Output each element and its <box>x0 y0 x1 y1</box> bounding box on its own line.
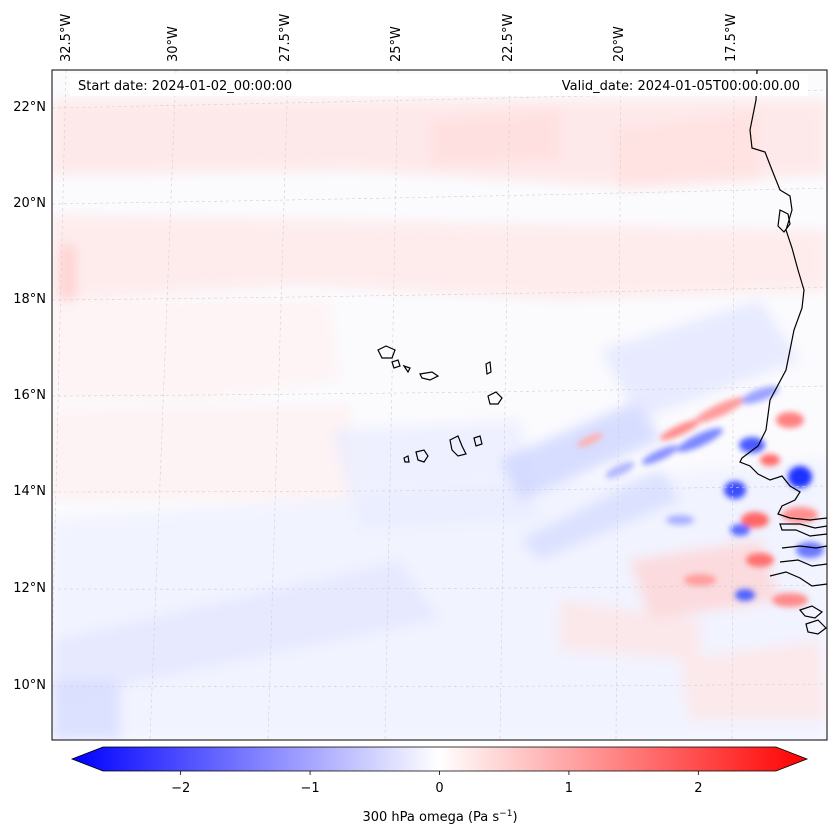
colorbar: −2 −1 0 1 2 300 hPa omega (Pa s−1) <box>70 746 809 825</box>
lon-label: 22.5°W <box>501 14 516 62</box>
lat-label: 16°N <box>13 388 46 403</box>
sao-vicente-island <box>391 359 401 369</box>
lat-labels: 22°N 20°N 18°N 16°N 14°N 12°N 10°N <box>13 100 46 693</box>
gridline-lat <box>52 286 827 301</box>
gridline-lat <box>52 485 827 493</box>
gridlines <box>52 70 827 740</box>
sal-island <box>485 361 492 375</box>
gridline-lat <box>52 187 827 205</box>
bijagos-island <box>805 619 827 635</box>
guinea-bissau-coast <box>769 545 827 587</box>
valid-date-label: Valid_date: 2024-01-05T00:00:00.00 <box>562 79 800 94</box>
santo-antao-island <box>377 345 396 359</box>
lat-label: 14°N <box>13 484 46 499</box>
lon-label: 20°W <box>612 26 627 62</box>
lon-label: 17.5°W <box>724 14 739 62</box>
bijagos-island <box>798 605 824 619</box>
omega-field-strong <box>577 386 824 607</box>
gridline-lat <box>52 683 827 687</box>
header-strip <box>70 74 808 96</box>
colorbar-tick-label: 2 <box>694 781 702 796</box>
lat-label: 10°N <box>13 678 46 693</box>
omega-field <box>52 100 827 740</box>
map-frame <box>51 69 828 741</box>
colorbar-tick-label: −1 <box>300 781 319 796</box>
coast-islet <box>777 209 791 233</box>
colorbar-tick-label: 0 <box>435 781 443 796</box>
gridline-lat <box>52 89 827 109</box>
map-panel: Start date: 2024-01-02_00:00:00 Valid_da… <box>13 14 828 741</box>
gambia-coast <box>779 523 827 537</box>
santiago-island <box>449 435 467 457</box>
lon-label: 25°W <box>389 26 404 62</box>
gridline-lon <box>267 70 289 740</box>
lat-label: 22°N <box>13 100 46 115</box>
lon-label: 27.5°W <box>278 14 293 62</box>
colorbar-tick-label: 1 <box>565 781 573 796</box>
lon-label: 32.5°W <box>59 14 74 62</box>
gridline-lat <box>52 584 827 590</box>
lat-label: 18°N <box>13 292 46 307</box>
omega-field-smooth <box>52 100 827 740</box>
lon-label: 30°W <box>166 26 181 62</box>
coastlines <box>377 70 827 635</box>
boa-vista-island <box>487 391 503 405</box>
gridline-lon <box>384 70 399 740</box>
maio-island <box>473 435 483 447</box>
colorbar-label: 300 hPa omega (Pa s−1) <box>362 809 517 825</box>
gridline-lon <box>615 70 622 740</box>
gridline-lon <box>499 70 511 740</box>
gridline-lat <box>52 385 827 397</box>
colorbar-tick-label: −2 <box>171 781 190 796</box>
west-africa-coastline <box>739 70 827 521</box>
lat-label: 12°N <box>13 581 46 596</box>
brava-island <box>403 455 410 463</box>
colorbar-ticks: −2 −1 0 1 2 <box>171 771 702 796</box>
fogo-island <box>415 449 429 463</box>
start-date-label: Start date: 2024-01-02_00:00:00 <box>78 79 292 94</box>
gridline-lon <box>149 70 177 740</box>
sao-nicolau-island <box>419 371 440 381</box>
gridline-lon <box>52 70 67 669</box>
gridline-lon <box>731 70 735 740</box>
lon-labels: 32.5°W 30°W 27.5°W 25°W 22.5°W 20°W 17.5… <box>59 14 739 62</box>
santa-luzia-island <box>402 364 411 374</box>
lat-label: 20°N <box>13 196 46 211</box>
colorbar-bar <box>70 746 809 772</box>
